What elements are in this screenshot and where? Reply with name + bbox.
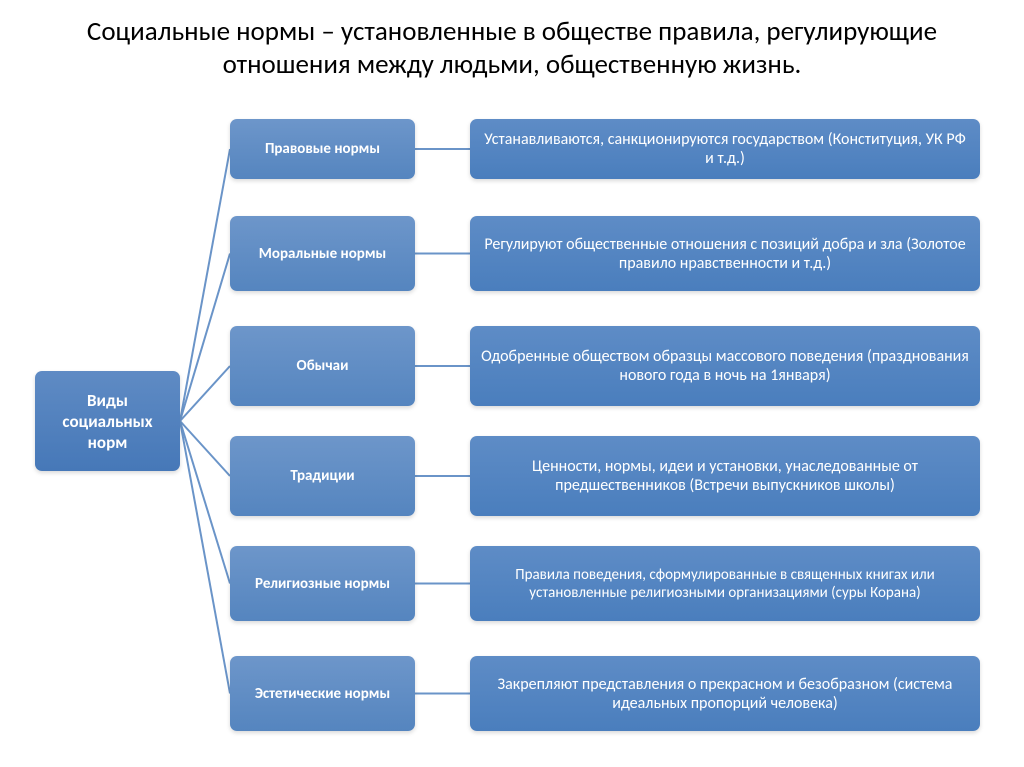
type-node-2-label: Обычаи: [297, 357, 349, 375]
desc-node-1-label: Регулируют общественные отношения с пози…: [480, 235, 970, 273]
desc-node-1: Регулируют общественные отношения с пози…: [470, 216, 980, 291]
type-node-3: Традиции: [230, 436, 415, 516]
desc-node-3: Ценности, нормы, идеи и установки, унасл…: [470, 436, 980, 516]
desc-node-4: Правила поведения, сформулированные в св…: [470, 546, 980, 621]
root-node: Виды социальных норм: [35, 371, 180, 471]
desc-node-2-label: Одобренные обществом образцы массового п…: [480, 347, 970, 385]
title-text: Социальные нормы – установленные в общес…: [87, 15, 937, 81]
type-node-0: Правовые нормы: [230, 119, 415, 179]
type-node-3-label: Традиции: [290, 467, 354, 485]
type-node-5-label: Эстетические нормы: [255, 685, 390, 703]
type-node-4: Религиозные нормы: [230, 546, 415, 621]
desc-node-0-label: Устанавливаются, санкционируются государ…: [480, 130, 970, 168]
desc-node-5-label: Закрепляют представления о прекрасном и …: [480, 675, 970, 713]
desc-node-0: Устанавливаются, санкционируются государ…: [470, 119, 980, 179]
page-title: Социальные нормы – установленные в общес…: [0, 0, 1024, 91]
desc-node-4-label: Правила поведения, сформулированные в св…: [480, 566, 970, 602]
type-node-0-label: Правовые нормы: [265, 140, 380, 158]
desc-node-2: Одобренные обществом образцы массового п…: [470, 326, 980, 406]
root-label: Виды социальных норм: [45, 390, 170, 453]
desc-node-3-label: Ценности, нормы, идеи и установки, унасл…: [480, 457, 970, 495]
diagram-container: Виды социальных норм Правовые нормы Морал…: [0, 101, 1024, 741]
type-node-4-label: Религиозные нормы: [255, 575, 390, 593]
type-node-5: Эстетические нормы: [230, 656, 415, 731]
type-node-2: Обычаи: [230, 326, 415, 406]
desc-node-5: Закрепляют представления о прекрасном и …: [470, 656, 980, 731]
type-node-1: Моральные нормы: [230, 216, 415, 291]
type-node-1-label: Моральные нормы: [259, 245, 386, 263]
